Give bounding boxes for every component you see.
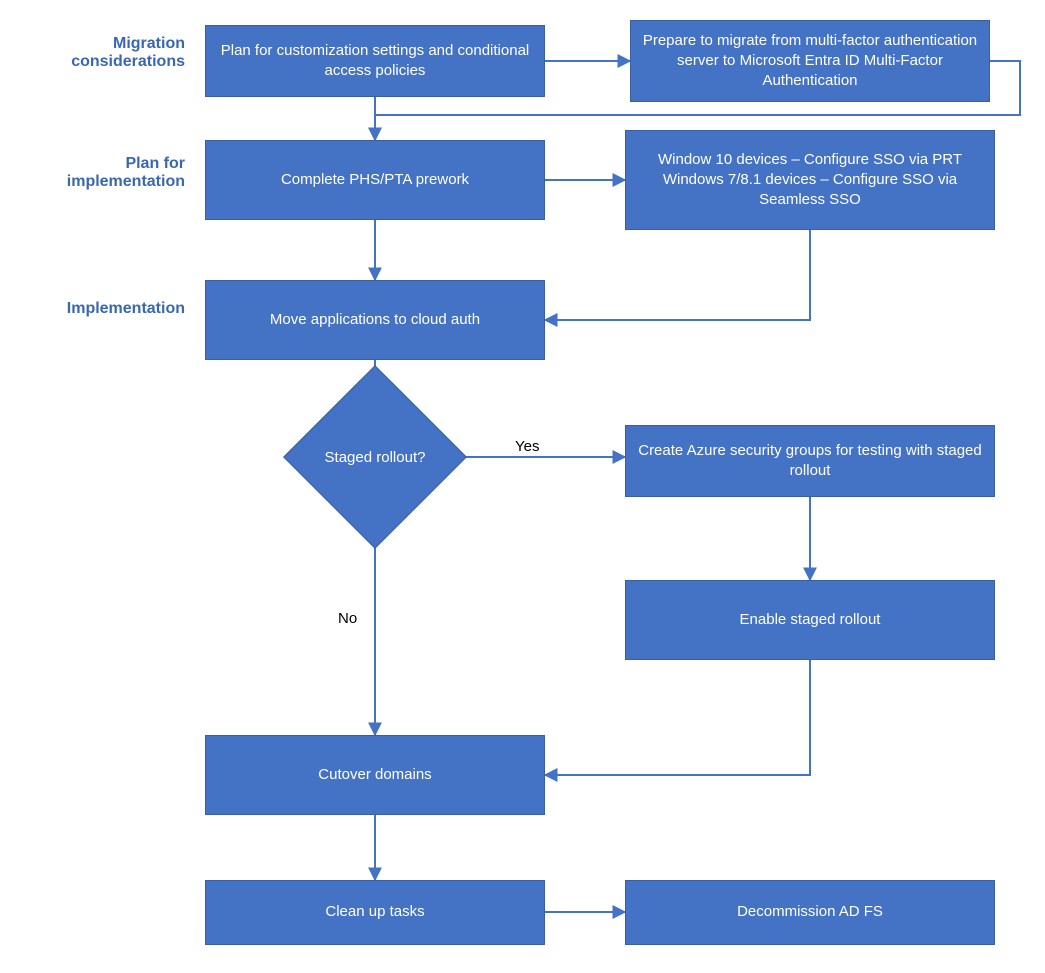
edge-enable_staged-to-cutover (545, 660, 810, 775)
node-configure-sso: Window 10 devices – Configure SSO via PR… (625, 130, 995, 230)
node-enable-staged-rollout: Enable staged rollout (625, 580, 995, 660)
node-cutover-domains: Cutover domains (205, 735, 545, 815)
edge-label-no: No (338, 610, 357, 627)
node-decommission-adfs: Decommission AD FS (625, 880, 995, 945)
node-staged-rollout-decision: Staged rollout? (310, 392, 440, 522)
node-prepare-mfa: Prepare to migrate from multi-factor aut… (630, 20, 990, 102)
node-create-security-groups: Create Azure security groups for testing… (625, 425, 995, 497)
node-cleanup-tasks: Clean up tasks (205, 880, 545, 945)
node-phs-pta-prework: Complete PHS/PTA prework (205, 140, 545, 220)
node-plan-customization: Plan for customization settings and cond… (205, 25, 545, 97)
node-move-apps-cloud-auth: Move applications to cloud auth (205, 280, 545, 360)
flowchart-canvas: Migration considerations Plan for implem… (0, 0, 1045, 973)
diamond-text: Staged rollout? (310, 392, 440, 522)
section-label-implementation: Implementation (10, 300, 185, 318)
edge-sso-to-move_apps (545, 230, 810, 320)
edge-label-yes: Yes (515, 438, 539, 455)
section-label-plan: Plan for implementation (10, 155, 185, 191)
section-label-migration: Migration considerations (10, 35, 185, 71)
